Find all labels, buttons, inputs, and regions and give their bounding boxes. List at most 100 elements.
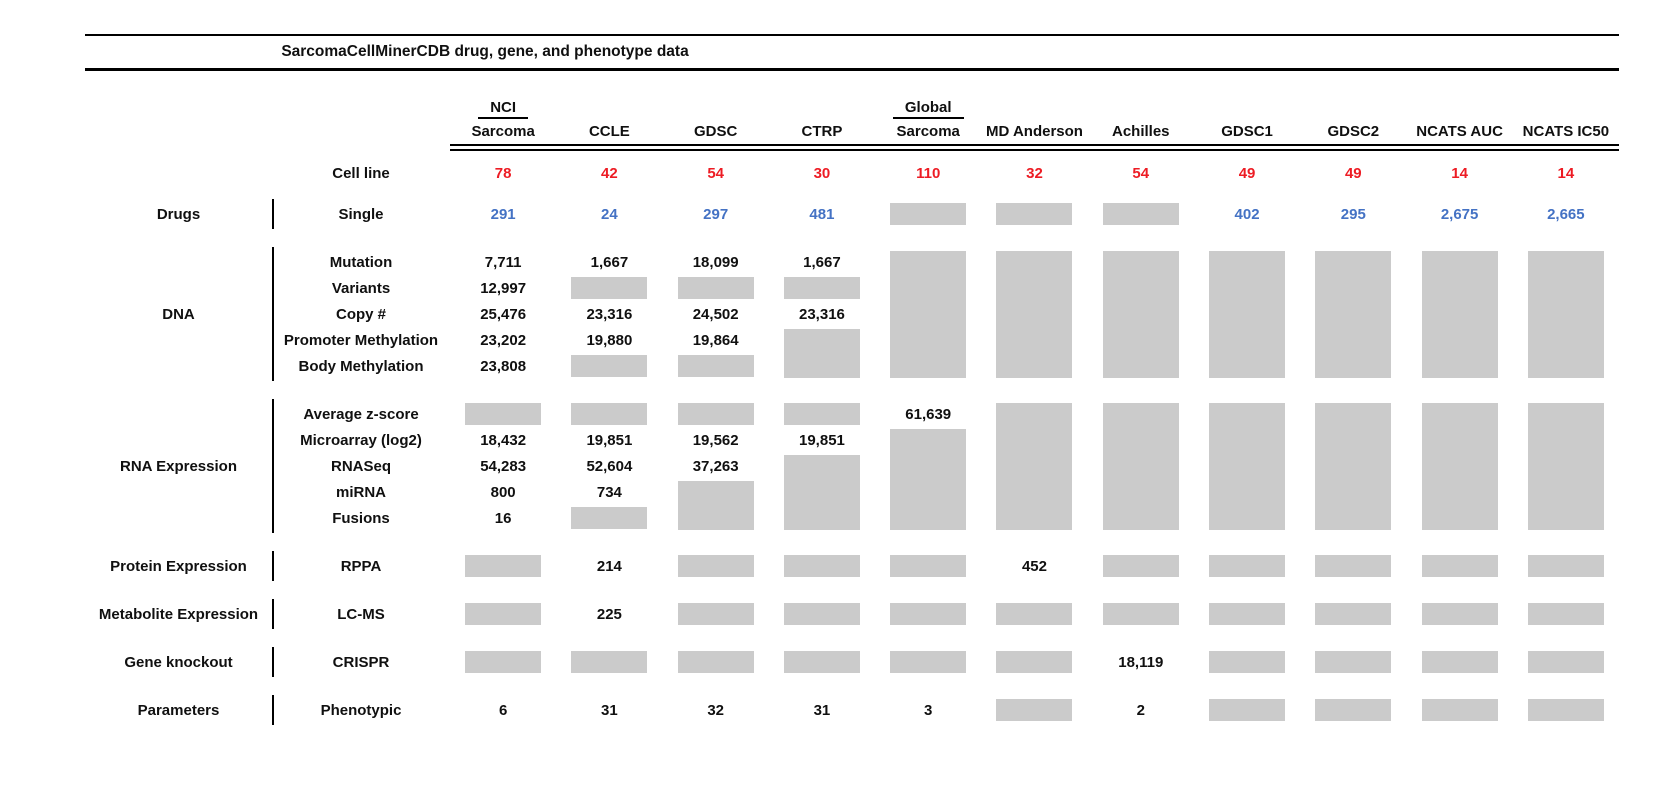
cell-line-count: 32 bbox=[1026, 164, 1043, 182]
missing-data-block bbox=[571, 355, 648, 377]
missing-data-block bbox=[1102, 203, 1179, 225]
row-label: Average z-score bbox=[303, 405, 419, 423]
section-protein-expression: Protein Expression RPPA 214 452 bbox=[85, 551, 1619, 581]
row-label: CRISPR bbox=[332, 653, 390, 671]
missing-data-block bbox=[1527, 402, 1604, 530]
missing-data-block bbox=[1209, 250, 1286, 378]
missing-data-block bbox=[783, 555, 860, 577]
column-label: MD Anderson bbox=[986, 123, 1083, 140]
missing-data-block bbox=[783, 651, 860, 673]
row-label: Mutation bbox=[329, 253, 393, 271]
column-label: GDSC bbox=[694, 123, 738, 140]
value-cell: 7,711 bbox=[484, 253, 522, 271]
missing-data-block bbox=[1315, 402, 1392, 530]
missing-data-block bbox=[1421, 603, 1498, 625]
value-cell: 23,316 bbox=[799, 305, 845, 323]
row-label: Copy # bbox=[335, 305, 386, 323]
missing-data-block bbox=[1315, 651, 1392, 673]
missing-data-block bbox=[996, 250, 1073, 378]
value-cell: 2,675 bbox=[1440, 205, 1479, 223]
missing-data-block bbox=[677, 555, 754, 577]
value-cell: 23,808 bbox=[480, 357, 527, 375]
category-label: RNA Expression bbox=[120, 457, 237, 475]
column-header: NCI Sarcoma bbox=[450, 99, 556, 141]
missing-data-block bbox=[996, 651, 1073, 673]
value-cell: 12,997 bbox=[480, 279, 527, 297]
missing-data-block bbox=[571, 507, 648, 529]
row-label: Variants bbox=[331, 279, 391, 297]
category-divider bbox=[272, 695, 274, 725]
column-label: NCATS IC50 bbox=[1522, 123, 1610, 140]
value-cell: 32 bbox=[707, 701, 725, 719]
missing-data-block bbox=[1315, 250, 1392, 378]
row-label: Body Methylation bbox=[298, 357, 424, 375]
missing-data-block bbox=[465, 651, 542, 673]
missing-data-block bbox=[783, 454, 860, 530]
missing-data-block bbox=[1209, 555, 1286, 577]
column-header: GDSC1 bbox=[1194, 99, 1300, 141]
category-label: Parameters bbox=[137, 701, 220, 719]
missing-data-block bbox=[677, 277, 754, 299]
section-dna: DNA Mutation 7,711 1,667 18,099 1,667 Variants… bbox=[85, 247, 1619, 381]
category-divider bbox=[272, 199, 274, 229]
value-cell: 16 bbox=[494, 509, 512, 527]
column-label: Sarcoma bbox=[471, 123, 535, 140]
table-title: SarcomaCellMinerCDB drug, gene, and phen… bbox=[281, 43, 689, 60]
row-label: RNASeq bbox=[330, 457, 391, 475]
missing-data-block bbox=[1527, 603, 1604, 625]
column-header: CTRP bbox=[769, 99, 875, 141]
row-label: LC-MS bbox=[337, 605, 385, 623]
data-sections: Drugs Single 291 24 297 481 402 295 2,675 2,665 DN… bbox=[85, 199, 1619, 725]
row-label: Single bbox=[338, 205, 384, 223]
category-label: Protein Expression bbox=[110, 557, 247, 575]
missing-data-block bbox=[890, 250, 967, 378]
category-divider bbox=[272, 599, 274, 629]
category-label: Gene knockout bbox=[124, 653, 233, 671]
missing-data-block bbox=[1102, 555, 1179, 577]
missing-data-block bbox=[783, 277, 860, 299]
missing-data-block bbox=[677, 603, 754, 625]
category-label: Metabolite Expression bbox=[98, 605, 259, 623]
section-drugs: Drugs Single 291 24 297 481 402 295 2,675 2,665 bbox=[85, 199, 1619, 229]
missing-data-block bbox=[783, 403, 860, 425]
column-header: GDSC bbox=[663, 99, 769, 141]
table-title-band: SarcomaCellMinerCDB drug, gene, and phen… bbox=[85, 34, 1619, 71]
column-label: Sarcoma bbox=[896, 123, 960, 140]
row-label: Phenotypic bbox=[320, 701, 402, 719]
missing-data-block bbox=[996, 603, 1073, 625]
value-cell: 19,851 bbox=[586, 431, 633, 449]
cell-line-count: 14 bbox=[1557, 164, 1575, 182]
missing-data-block bbox=[890, 603, 967, 625]
missing-data-block bbox=[465, 603, 542, 625]
missing-data-block bbox=[677, 480, 754, 530]
column-label: NCATS AUC bbox=[1416, 123, 1503, 140]
row-label: Promoter Methylation bbox=[283, 331, 439, 349]
section-rna-expression: RNA Expression Average z-score 61,639 Micro… bbox=[85, 399, 1619, 533]
missing-data-block bbox=[996, 699, 1073, 721]
column-header-row: NCI Sarcoma CCLE GDSC CTRP Global Sarcoma MD An… bbox=[85, 99, 1619, 151]
missing-data-block bbox=[1209, 603, 1286, 625]
cell-line-count: 54 bbox=[707, 164, 725, 182]
value-cell: 25,476 bbox=[480, 305, 527, 323]
missing-data-block bbox=[571, 277, 648, 299]
section-gene-knockout: Gene knockout CRISPR 18,119 bbox=[85, 647, 1619, 677]
value-cell: 18,099 bbox=[692, 253, 739, 271]
category-divider bbox=[272, 399, 274, 533]
cell-line-count: 110 bbox=[916, 164, 941, 182]
missing-data-block bbox=[890, 203, 967, 225]
missing-data-block bbox=[1527, 555, 1604, 577]
section-parameters: Parameters Phenotypic 6 31 32 31 3 2 bbox=[85, 695, 1619, 725]
category-divider bbox=[272, 247, 274, 381]
missing-data-block bbox=[1209, 651, 1286, 673]
value-cell: 61,639 bbox=[905, 405, 952, 423]
cell-line-count: 78 bbox=[494, 164, 512, 182]
cell-line-label: Cell line bbox=[332, 164, 390, 182]
value-cell: 1,667 bbox=[590, 253, 629, 271]
row-label: miRNA bbox=[335, 483, 386, 501]
value-cell: 402 bbox=[1234, 205, 1260, 223]
missing-data-block bbox=[1315, 555, 1392, 577]
value-cell: 2 bbox=[1136, 701, 1145, 719]
header-double-rule bbox=[450, 144, 1619, 151]
cell-line-count: 42 bbox=[601, 164, 618, 182]
